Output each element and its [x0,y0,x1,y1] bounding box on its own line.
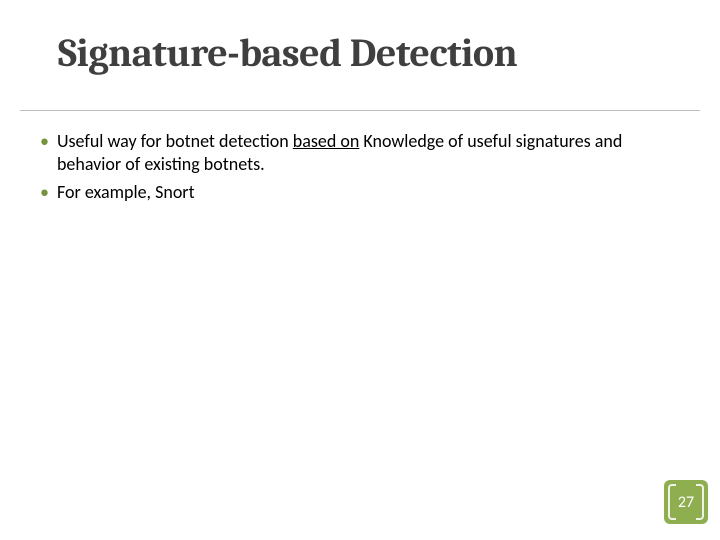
bullet-text-before: For example, Snort [57,181,195,203]
bullet-item: • For example, Snort [36,181,684,204]
bullet-item: • Useful way for botnet detection based o… [36,130,684,175]
slide-title: Signature-based Detection [58,30,517,76]
bullet-marker-icon: • [40,130,49,153]
bullet-text: For example, Snort [57,181,684,204]
bullet-text-before: Useful way for botnet detection [57,130,293,152]
bracket-right-icon [696,484,704,519]
bullet-marker-icon: • [40,181,49,204]
bracket-left-icon [668,484,676,519]
slide-content: • Useful way for botnet detection based o… [36,130,684,210]
bullet-text: Useful way for botnet detection based on… [57,130,684,175]
page-number: 27 [678,493,694,512]
slide: Signature-based Detection • Useful way fo… [0,0,720,540]
page-number-badge: 27 [664,480,708,524]
title-underline [20,110,700,111]
bullet-text-underlined: based on [293,130,360,152]
